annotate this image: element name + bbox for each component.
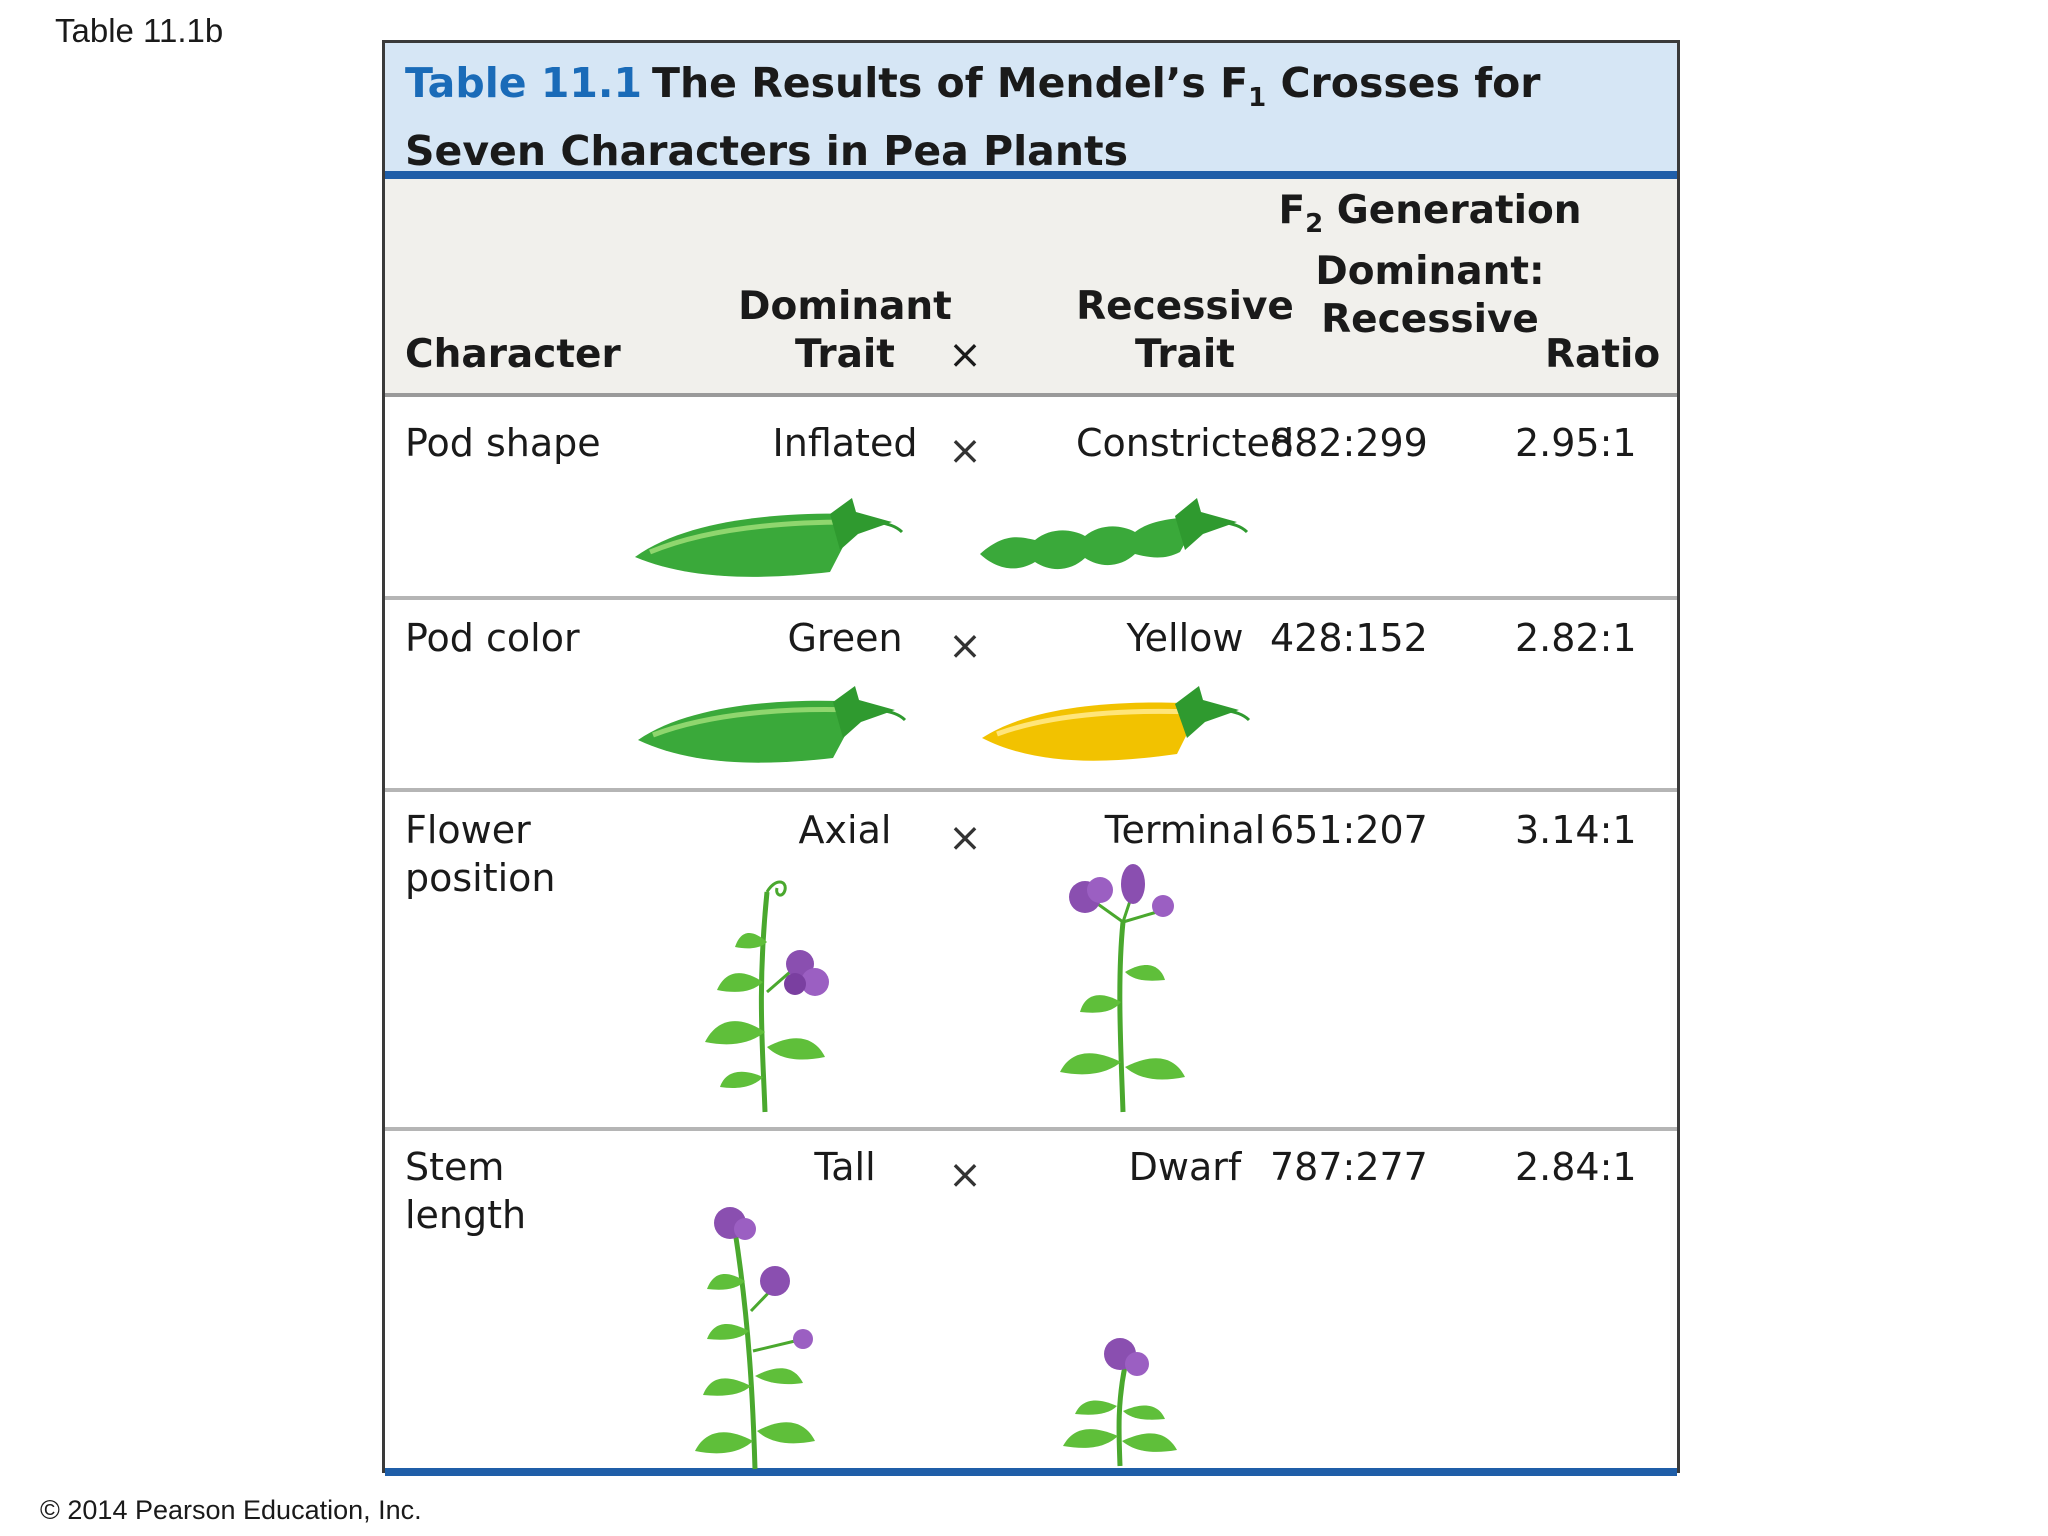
- row-recessive: Constricted: [1075, 421, 1295, 465]
- table-number: Table 11.1: [405, 59, 642, 107]
- cross-sign: ×: [948, 623, 982, 669]
- inflated-pod-icon: [635, 498, 904, 577]
- green-pod-icon: [638, 686, 907, 763]
- row-dominant: Axial: [798, 808, 892, 852]
- row-f2-counts: 882:299: [1270, 421, 1428, 465]
- header-dominant: Dominant Trait: [625, 283, 1065, 379]
- header-f2-l2: Dominant:: [1315, 248, 1545, 294]
- header-dominant-l1: Dominant: [738, 284, 952, 329]
- table-header: Character Dominant Trait × Recessive Tra…: [385, 179, 1677, 397]
- title-line2: Seven Characters in Pea Plants: [405, 127, 1129, 176]
- title-line1-a: The Results of Mendel’s F: [652, 59, 1249, 107]
- yellow-pod-icon: [982, 686, 1251, 761]
- row-character: Pod shape: [405, 421, 601, 465]
- header-recessive: Recessive Trait: [965, 283, 1405, 379]
- row-ratio: 2.82:1: [1515, 616, 1637, 660]
- row-character-l1: Stem: [405, 1145, 505, 1189]
- table-row: Pod shape Inflated × Constricted 882:299…: [385, 397, 1677, 600]
- header-f2-sub: 2: [1305, 208, 1324, 239]
- title-line1-b: Crosses for: [1266, 59, 1541, 107]
- header-f2: F2 Generation Dominant: Recessive: [1220, 187, 1640, 344]
- results-table: Table 11.1 The Results of Mendel’s F1 Cro…: [382, 40, 1680, 1476]
- cross-sign: ×: [948, 428, 982, 474]
- table-row: Stem length Tall × Dwarf 787:277 2.84:1: [385, 1131, 1677, 1476]
- title-line1-sub: 1: [1248, 83, 1267, 114]
- tall-plant-icon: [695, 1207, 815, 1470]
- row-dominant: Green: [787, 616, 903, 660]
- header-recessive-l2: Trait: [1135, 332, 1235, 377]
- axial-flower-plant-icon: [705, 880, 829, 1113]
- header-f2-l3: Recessive: [1321, 296, 1539, 342]
- row-f2-counts: 651:207: [1270, 808, 1428, 852]
- row-recessive: Terminal: [1104, 808, 1266, 852]
- header-cross: ×: [948, 332, 982, 378]
- row-f2-counts: 428:152: [1270, 616, 1428, 660]
- row-ratio: 2.84:1: [1515, 1145, 1637, 1189]
- row-character-l2: position: [405, 856, 556, 900]
- slide-label: Table 11.1b: [55, 12, 224, 49]
- table-title: Table 11.1 The Results of Mendel’s F1 Cro…: [405, 57, 1540, 178]
- row-ratio: 2.95:1: [1515, 421, 1637, 465]
- cross-sign: ×: [948, 815, 982, 861]
- table-row: Flower position Axial × Terminal 651:207…: [385, 792, 1677, 1131]
- row-character: Pod color: [405, 616, 580, 660]
- header-f2-l1a: F: [1278, 188, 1306, 233]
- row-dominant: Inflated: [772, 421, 918, 465]
- dwarf-plant-icon: [1063, 1338, 1177, 1467]
- row-recessive: Dwarf: [1128, 1145, 1242, 1189]
- copyright-notice: © 2014 Pearson Education, Inc.: [40, 1495, 422, 1525]
- row-f2-counts: 787:277: [1270, 1145, 1428, 1189]
- table-row: Pod color Green × Yellow 428:152 2.82:1: [385, 600, 1677, 792]
- row-recessive: Yellow: [1126, 616, 1244, 660]
- header-ratio: Ratio: [1545, 332, 1661, 377]
- row-character-l2: length: [405, 1193, 527, 1237]
- header-recessive-l1: Recessive: [1076, 284, 1294, 329]
- row-character-l1: Flower: [405, 808, 531, 852]
- constricted-pod-icon: [980, 498, 1249, 570]
- table-title-band: Table 11.1 The Results of Mendel’s F1 Cro…: [385, 43, 1677, 179]
- row-ratio: 3.14:1: [1515, 808, 1637, 852]
- header-dominant-l2: Trait: [795, 332, 895, 377]
- row-dominant: Tall: [814, 1145, 876, 1189]
- terminal-flower-plant-icon: [1060, 864, 1185, 1113]
- row-character: Flower position: [405, 806, 635, 902]
- cross-sign: ×: [948, 1152, 982, 1198]
- header-f2-l1b: Generation: [1323, 188, 1582, 233]
- header-character: Character: [405, 332, 621, 377]
- row-character: Stem length: [405, 1143, 635, 1239]
